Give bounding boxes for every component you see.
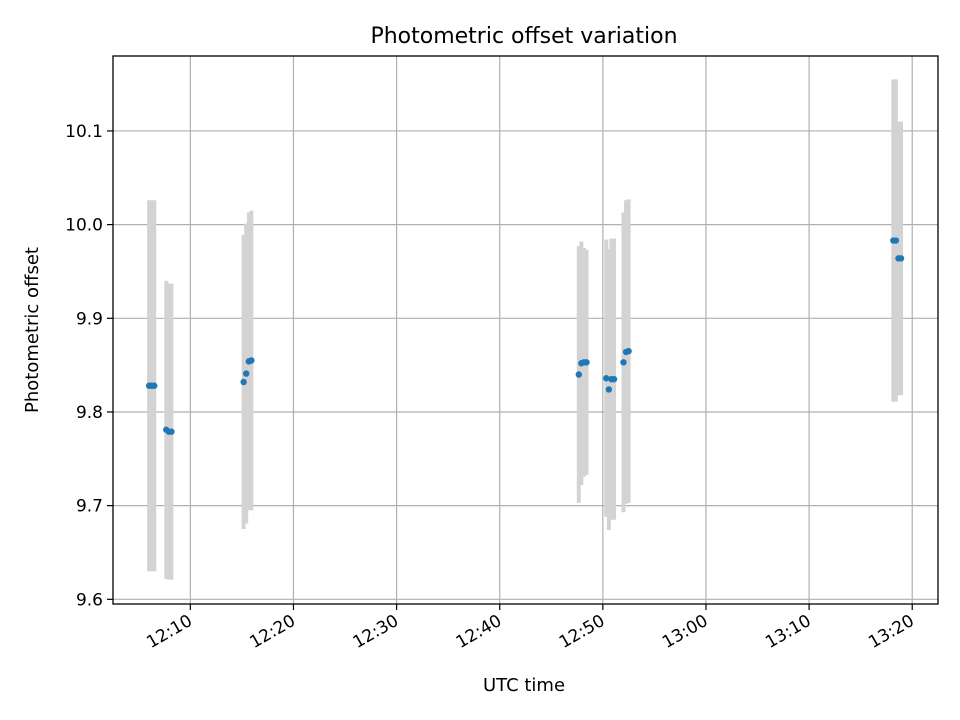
plot-frame — [112, 55, 939, 605]
y-axis-ticks: 9.6 9.7 9.8 9.9 10.0 10.1 — [65, 122, 113, 610]
data-point — [583, 359, 590, 366]
y-tick-label: 9.6 — [76, 590, 103, 610]
chart-title: Photometric offset variation — [370, 24, 677, 49]
data-point — [603, 375, 610, 382]
data-point — [610, 375, 618, 383]
y-tick-label: 9.8 — [76, 403, 103, 423]
x-axis-label: UTC time — [483, 675, 565, 696]
y-tick-label: 9.7 — [76, 497, 103, 517]
data-point — [575, 371, 582, 378]
data-point — [892, 237, 900, 244]
data-point — [625, 347, 632, 355]
data-point — [605, 386, 613, 393]
data-points — [145, 237, 905, 435]
data-point — [240, 378, 247, 386]
y-tick-label: 9.9 — [76, 309, 103, 329]
data-point — [248, 357, 255, 364]
data-point — [168, 428, 175, 435]
data-point — [151, 382, 158, 389]
data-point — [897, 255, 905, 262]
data-point — [620, 359, 627, 366]
y-tick-label: 10.0 — [65, 216, 103, 236]
y-axis-label: Photometric offset — [22, 247, 43, 413]
data-point — [243, 370, 250, 377]
y-tick-label: 10.1 — [65, 122, 103, 142]
